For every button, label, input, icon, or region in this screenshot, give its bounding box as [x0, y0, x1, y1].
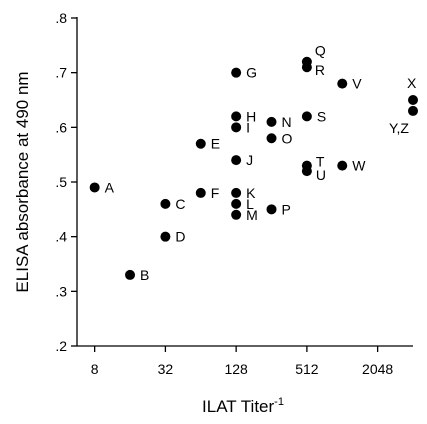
x-tick-label: 512 [295, 361, 319, 377]
point-label: V [352, 76, 362, 92]
data-point-x [408, 95, 418, 105]
data-point-g [231, 67, 242, 78]
data-point-i [231, 122, 242, 133]
y-tick-label: .5 [55, 174, 67, 190]
axes [76, 17, 413, 347]
data-point-c [160, 198, 171, 209]
y-tick-label: .2 [55, 338, 67, 354]
data-points: A B C D E F G HI J KLM NO P QR S TU V W X Y,Z [89, 43, 418, 283]
data-point-e [195, 138, 206, 149]
data-point-f [195, 187, 206, 198]
x-ticks: 8 32 128 512 2048 [91, 346, 393, 377]
point-label: B [140, 267, 149, 283]
point-label: C [175, 196, 185, 212]
x-axis-label-superscript: -1 [274, 396, 284, 408]
data-point-y-z [408, 105, 418, 116]
x-axis-label-text: ILAT Titer [202, 397, 274, 416]
x-tick-label: 32 [158, 361, 174, 377]
data-point-j [231, 155, 242, 166]
data-point-n [266, 116, 277, 127]
y-tick-label: .3 [55, 283, 67, 299]
x-tick-label: 8 [91, 361, 99, 377]
point-label: R [315, 62, 325, 78]
point-label: F [211, 185, 220, 201]
point-label: H [246, 108, 256, 124]
point-label: A [105, 179, 115, 195]
data-point-h [231, 111, 242, 122]
point-label: N [282, 114, 292, 130]
data-point-w [337, 160, 348, 171]
data-point-m [231, 209, 242, 220]
y-tick-label: .7 [55, 65, 67, 81]
data-point-s [301, 111, 312, 122]
point-label: M [246, 207, 258, 223]
x-axis-label: ILAT Titer-1 [202, 396, 284, 416]
point-label: T [316, 154, 325, 170]
y-ticks: .2 .3 .4 .5 .6 .7 .8 [55, 10, 77, 354]
data-point-u [301, 166, 312, 177]
data-point-d [160, 231, 171, 242]
point-label: I [246, 119, 250, 135]
point-label: L [246, 196, 254, 212]
point-label: Q [315, 43, 326, 59]
point-label: X [407, 75, 417, 91]
data-point-r [301, 62, 312, 73]
point-label: K [246, 185, 256, 201]
point-label: G [246, 65, 257, 81]
point-label: Y,Z [389, 120, 409, 136]
point-label: S [317, 108, 326, 124]
data-point-p [266, 204, 277, 215]
y-tick-label: .6 [55, 119, 67, 135]
data-point-l [231, 198, 242, 209]
y-tick-label: .4 [55, 229, 67, 245]
y-axis-label: ELISA absorbance at 490 nm [13, 71, 32, 292]
data-point-v [337, 78, 348, 89]
data-point-o [266, 133, 277, 144]
x-tick-label: 2048 [362, 361, 393, 377]
data-point-a [89, 182, 100, 193]
point-label: P [282, 201, 291, 217]
point-label: O [282, 130, 293, 146]
point-label: E [211, 136, 220, 152]
point-label: W [352, 158, 366, 174]
data-point-k [231, 187, 242, 198]
point-label: D [175, 229, 185, 245]
y-tick-label: .8 [55, 10, 67, 26]
point-label: J [246, 152, 253, 168]
x-tick-label: 128 [224, 361, 248, 377]
data-point-b [125, 269, 136, 280]
point-label: U [316, 167, 326, 183]
